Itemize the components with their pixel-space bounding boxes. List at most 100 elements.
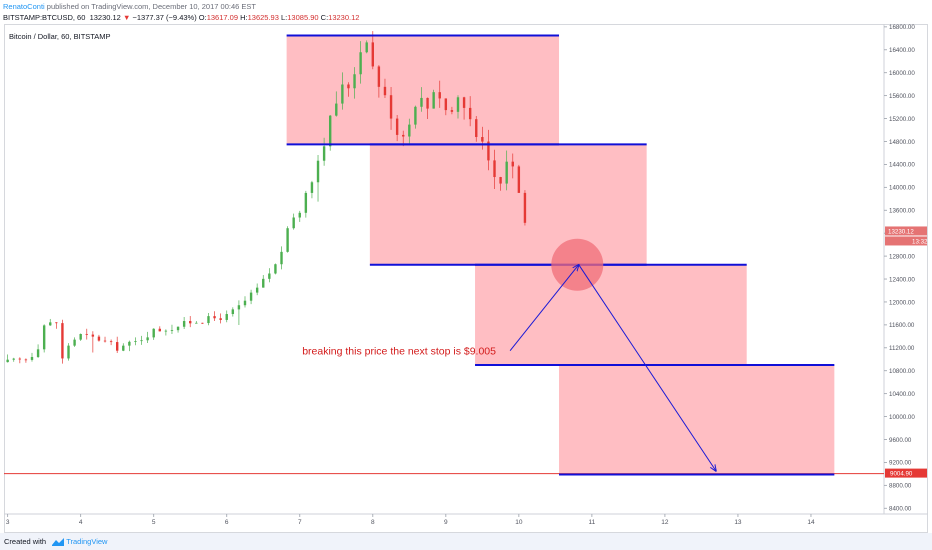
- candle-body: [61, 323, 64, 359]
- candle-body: [6, 359, 9, 363]
- candle-body: [377, 66, 381, 87]
- candle-body: [12, 358, 15, 360]
- time-tick-label: 11: [589, 519, 596, 526]
- candle-body: [328, 115, 332, 147]
- candle-body: [408, 124, 411, 137]
- footer: Created with TradingView: [0, 533, 932, 550]
- time-tick-label: 8: [371, 519, 375, 526]
- time-tick-label: 6: [225, 519, 229, 526]
- author-link[interactable]: RenatoConti: [3, 2, 45, 11]
- price-tick-label: 16800.00: [889, 24, 915, 31]
- open-label: O:: [198, 13, 207, 22]
- candle-body: [176, 326, 180, 331]
- candle-body: [140, 340, 143, 342]
- low-value: 13085.90: [287, 13, 319, 22]
- high-value: 13625.93: [247, 13, 279, 22]
- candle-body: [310, 182, 314, 193]
- countdown-tag-label: 13:32: [912, 238, 928, 245]
- candle-body: [128, 341, 131, 346]
- supply-zone-2: [369, 144, 647, 265]
- price-tick-label: 12800.00: [889, 253, 915, 260]
- candle-body: [134, 341, 137, 342]
- candle-body: [280, 251, 283, 265]
- candle-body: [432, 92, 435, 109]
- candle-body: [456, 97, 460, 112]
- candle-body: [274, 264, 277, 274]
- supply-zone-3: [475, 264, 747, 365]
- price-tick-label: 15600.00: [889, 93, 915, 100]
- trend-arrow-2: [578, 264, 716, 471]
- price-tick-label: 11600.00: [889, 322, 915, 329]
- price-tick-label: 15200.00: [889, 116, 915, 123]
- candle-body: [115, 342, 119, 351]
- time-tick-label: 12: [661, 519, 669, 526]
- candle-body: [389, 95, 393, 119]
- time-tick-label: 4: [79, 519, 83, 526]
- candle-body: [201, 322, 204, 324]
- close-label: C:: [320, 13, 329, 22]
- candle-body: [213, 316, 216, 319]
- candle-body: [195, 322, 198, 324]
- candle-body: [243, 300, 247, 306]
- candle-body: [298, 212, 301, 218]
- candle-body: [359, 52, 362, 75]
- open-value: 13617.09: [206, 13, 239, 22]
- low-label: L:: [281, 13, 288, 22]
- time-tick-label: 7: [298, 519, 302, 526]
- last-price-tag: [885, 226, 927, 236]
- candle-body: [67, 345, 70, 359]
- price-tick-label: 12400.00: [889, 276, 915, 283]
- price-tick-label: 12000.00: [889, 299, 915, 306]
- candle-body: [511, 161, 514, 167]
- candle-body: [255, 287, 259, 293]
- candle-body: [109, 341, 113, 343]
- tradingview-brand[interactable]: TradingView: [66, 537, 108, 546]
- chart-frame: [4, 24, 928, 533]
- price-tick-label: 8400.00: [889, 506, 912, 513]
- candle-body: [347, 84, 350, 89]
- time-tick-label: 3: [6, 519, 10, 526]
- candle-body: [322, 146, 326, 161]
- candle-body: [164, 330, 168, 332]
- candle-body: [517, 166, 521, 193]
- price-tick-label: 14800.00: [889, 139, 915, 146]
- candle-body: [444, 98, 448, 111]
- candle-body: [225, 314, 228, 320]
- candle-body: [18, 358, 22, 360]
- candle-body: [97, 336, 101, 341]
- candle-body: [426, 97, 429, 109]
- highlight-circle: [551, 238, 604, 291]
- time-tick-label: 5: [152, 519, 156, 526]
- candle-body: [152, 328, 155, 338]
- price-tick-label: 16400.00: [889, 47, 915, 54]
- candle-body: [286, 228, 289, 252]
- candle-body: [170, 330, 174, 331]
- annotation-text: breaking this price the next stop is $9.…: [302, 346, 496, 358]
- candle-body: [402, 134, 405, 137]
- candle-body: [420, 97, 423, 107]
- candle-body: [231, 309, 235, 315]
- close-value: 13230.12: [328, 13, 360, 22]
- candles-group: [6, 31, 527, 364]
- candle-body: [49, 322, 52, 326]
- candle-body: [55, 322, 58, 324]
- candle-body: [395, 118, 399, 135]
- price-tick-label: 11200.00: [889, 345, 915, 352]
- candle-body: [493, 160, 496, 178]
- price-chart[interactable]: 16800.00 16400.00 16000.00 15600.00 15200.00…: [4, 24, 928, 533]
- price-tick-label: 13600.00: [889, 208, 915, 215]
- created-with-text: Created with: [4, 537, 47, 546]
- candle-body: [182, 321, 186, 327]
- candle-body: [304, 192, 308, 213]
- candle-body: [383, 86, 387, 96]
- chart-header: RenatoConti published on TradingView.com…: [0, 0, 932, 24]
- candle-body: [335, 103, 338, 116]
- candle-body: [438, 92, 441, 99]
- candle-body: [468, 107, 472, 120]
- candle-body: [268, 273, 271, 279]
- candle-body: [30, 356, 34, 360]
- candle-body: [462, 97, 466, 108]
- candle-body: [36, 349, 40, 357]
- high-label: H:: [240, 13, 248, 22]
- ohlc-line: BITSTAMP:BTCUSD, 60 13230.12 ▼ −1377.37 …: [3, 12, 929, 23]
